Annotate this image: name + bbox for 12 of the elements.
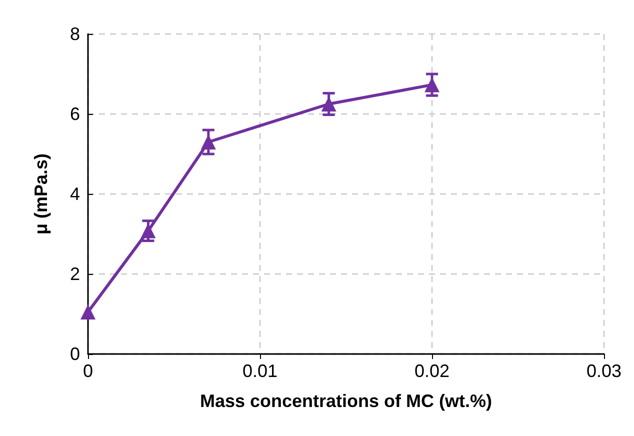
x-tick-label: 0.03 [586,361,622,381]
y-axis-title: μ (mPa.s) [31,153,51,235]
y-tick-label: 8 [70,24,80,44]
x-tick-label: 0.01 [242,361,278,381]
point [80,304,96,320]
x-tick-label: 0.02 [414,361,450,381]
y-tick-label: 2 [70,264,80,284]
y-tick-label: 4 [70,184,80,204]
y-tick-label: 0 [70,344,80,364]
y-tick-label: 6 [70,104,80,124]
x-axis-title: Mass concentrations of MC (wt.%) [200,391,492,411]
x-tick-label: 0 [82,361,94,381]
